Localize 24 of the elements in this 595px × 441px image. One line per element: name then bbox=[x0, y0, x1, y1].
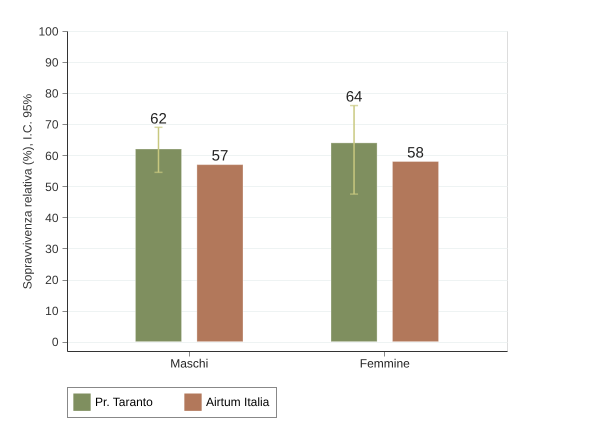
y-tick-label: 50 bbox=[45, 180, 59, 194]
data-label: 58 bbox=[407, 144, 424, 162]
data-label: 62 bbox=[150, 110, 167, 128]
x-tick-label: Maschi bbox=[170, 356, 208, 370]
bar bbox=[392, 160, 440, 342]
y-tick-label: 80 bbox=[45, 86, 59, 101]
y-tick-label: 0 bbox=[52, 335, 59, 350]
y-tick-label: 10 bbox=[45, 304, 59, 318]
y-tick-label: 70 bbox=[45, 118, 59, 132]
y-tick-label: 40 bbox=[45, 210, 59, 225]
bar bbox=[330, 142, 378, 342]
y-tick-label: 90 bbox=[45, 56, 59, 70]
bar bbox=[196, 164, 244, 342]
x-tick-label: Femmine bbox=[360, 356, 410, 370]
legend-label: Airtum Italia bbox=[206, 395, 270, 410]
legend-label: Pr. Taranto bbox=[95, 395, 154, 410]
y-axis-title: Sopravvivenza relativa (%), I.C. 95% bbox=[20, 93, 34, 290]
data-label: 64 bbox=[346, 88, 362, 106]
y-tick-label: 60 bbox=[45, 148, 59, 163]
y-tick-label: 30 bbox=[45, 242, 59, 256]
data-label: 57 bbox=[212, 148, 228, 165]
bar bbox=[134, 148, 182, 342]
y-tick-label: 100 bbox=[38, 24, 59, 38]
y-tick-label: 20 bbox=[45, 273, 59, 288]
